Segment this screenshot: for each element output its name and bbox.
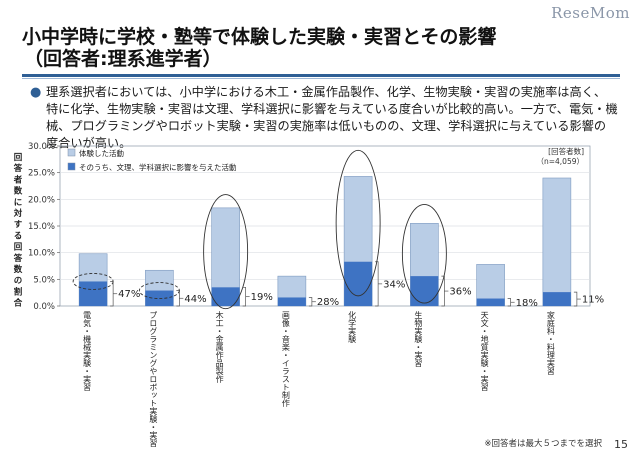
ratio-bracket (573, 291, 578, 307)
x-category-label: 木工・金属作品製作 (215, 310, 224, 384)
y-axis-label-char: に (14, 198, 23, 208)
y-tick-label: 20.0% (28, 195, 55, 205)
ratio-label: 44% (184, 294, 206, 305)
bar-influenced (542, 292, 571, 306)
ratio-label: 36% (449, 287, 471, 298)
ratio-label: 18% (516, 298, 538, 309)
bar-influenced (344, 261, 373, 306)
ratio-bracket (507, 298, 511, 307)
y-axis-label-char: 答 (13, 253, 23, 264)
y-tick-label: 0.0% (33, 302, 55, 312)
respondents-label: [回答者数] (548, 146, 584, 156)
x-category-label: 画像・音楽・イラスト制作 (281, 311, 290, 408)
highlight-ellipse-dashed (138, 282, 180, 299)
footnote: ※回答者は最大５つまでを選択 (484, 439, 602, 449)
y-axis-label-char: 者 (13, 174, 23, 185)
y-axis-label-char: る (14, 231, 23, 241)
y-axis-label-char: 回 (14, 153, 23, 163)
y-tick-label: 15.0% (28, 222, 55, 232)
x-category-label: 生物実験・実習 (414, 310, 423, 368)
bar-experienced (542, 177, 572, 307)
x-category-label: 天文・地質実験・実習 (480, 311, 489, 392)
y-axis-label-char: 対 (13, 208, 23, 219)
legend-label: そのうち、文理、学科選択に影響を与えた活動 (79, 162, 237, 172)
summary-note: ● 理系選択者においては、小中学における木工・金属作品製作、化学、生物実験・実習… (22, 84, 618, 152)
x-category-label: 化学実験 (348, 310, 357, 344)
highlight-ellipse (401, 203, 447, 304)
bar-influenced (79, 281, 108, 306)
highlight-ellipse-dashed (72, 273, 114, 290)
y-tick-label: 30.0% (28, 142, 55, 152)
x-category-label: プログラミングやロボット実験・実習 (149, 311, 158, 448)
bar-influenced (211, 287, 240, 306)
legend-label: 体験した活動 (79, 148, 124, 158)
ratio-bracket (110, 281, 114, 307)
respondents-value: （n=4,059） (536, 157, 584, 166)
y-axis-label-char: す (14, 220, 23, 230)
legend-swatch (67, 162, 76, 171)
ratio-bracket (242, 286, 246, 307)
y-tick-label: 5.0% (33, 275, 55, 285)
bar-influenced (476, 298, 505, 306)
bar-influenced (277, 297, 306, 306)
ratio-label: 47% (118, 289, 140, 300)
y-tick-label: 10.0% (28, 249, 55, 259)
ratio-bracket (308, 297, 313, 307)
y-axis-label-char: 割 (14, 286, 23, 297)
y-axis-label-char: 合 (13, 298, 23, 309)
x-category-label: 電気・機械実験・実習 (83, 311, 92, 392)
brand-watermark: ReseMom (551, 4, 630, 22)
page-number: 15 (614, 438, 628, 451)
title-line-1: 小中学時に学校・塾等で体験した実験・実習とその影響 (22, 26, 497, 48)
y-axis-label-char: 数 (14, 186, 23, 197)
ratio-label: 28% (317, 297, 339, 308)
ratio-label: 34% (383, 279, 405, 290)
y-axis-label-char: の (14, 276, 23, 286)
bullet-icon: ● (30, 85, 42, 100)
title-rule (22, 74, 620, 77)
y-axis-label-char: 答 (13, 163, 23, 174)
legend-swatch (67, 148, 76, 157)
y-axis-label-char: 数 (14, 264, 23, 275)
highlight-ellipse (335, 149, 381, 297)
highlight-ellipse (203, 194, 249, 310)
page-title: 小中学時に学校・塾等で体験した実験・実習とその影響 （回答者:理系進学者） (22, 26, 622, 70)
ratio-label: 19% (251, 292, 273, 303)
title-rule-thin (22, 78, 620, 79)
y-axis-label-char: 回 (14, 243, 23, 253)
x-category-label: 家庭科・料理実習 (546, 310, 555, 376)
ratio-label: 11% (582, 295, 604, 306)
bar-influenced (410, 276, 439, 306)
y-tick-label: 25.0% (28, 169, 55, 179)
summary-text: 理系選択者においては、小中学における木工・金属作品製作、化学、生物実験・実習の実… (46, 85, 618, 150)
title-line-2: （回答者:理系進学者） (24, 48, 222, 70)
